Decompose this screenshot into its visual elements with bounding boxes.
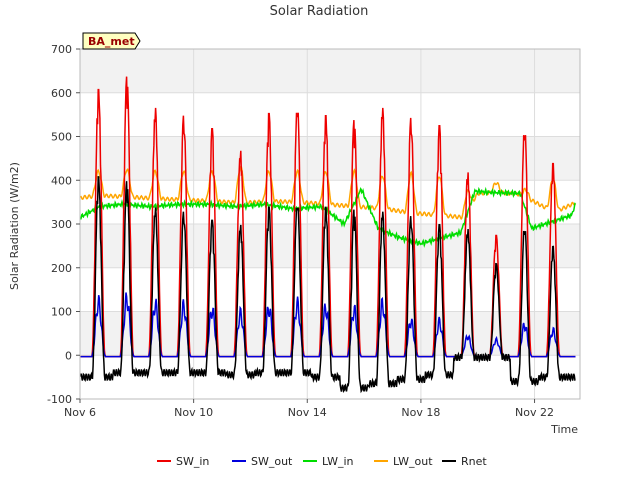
background-band [80,49,580,93]
x-tick-label: Nov 10 [174,406,213,419]
x-tick-label: Nov 6 [64,406,96,419]
plot-background [80,49,580,399]
x-tick-label: Nov 22 [515,406,554,419]
legend-label: LW_out [393,455,433,468]
badge-label: BA_met [88,35,135,48]
series-layer [79,76,577,394]
y-tick-label: 600 [51,87,72,100]
y-tick-label: 100 [51,306,72,319]
y-tick-label: 400 [51,174,72,187]
series-line-rnet [79,176,576,394]
y-axis-label: Solar Radiation (W/m2) [8,162,21,290]
y-axis-ticks: -100 0 100 200 300 400 500 600 700 [47,43,80,406]
legend: SW_in SW_out LW_in LW_out Rnet [157,455,487,468]
y-tick-label: 300 [51,218,72,231]
x-tick-label: Nov 18 [401,406,440,419]
badge-shape [82,32,141,50]
y-tick-label: 0 [65,349,72,362]
background-band [80,355,580,399]
y-tick-label: -100 [47,393,72,406]
x-axis-label: Time [550,423,578,436]
x-tick-label: Nov 14 [288,406,327,419]
legend-label: LW_in [322,455,354,468]
legend-label: SW_in [176,455,209,468]
background-band [80,92,580,137]
series-line-sw-out [80,292,576,358]
y-tick-label: 500 [51,131,72,144]
y-tick-label: 200 [51,262,72,275]
site-badge: BA_met [82,32,141,50]
chart-title: Solar Radiation [270,4,369,19]
y-tick-label: 700 [51,43,72,56]
legend-label: Rnet [461,455,487,468]
background-band [80,180,580,224]
background-band [80,136,580,181]
legend-label: SW_out [251,455,293,468]
x-axis-ticks: Nov 6 Nov 10 Nov 14 Nov 18 Nov 22 [64,399,554,419]
